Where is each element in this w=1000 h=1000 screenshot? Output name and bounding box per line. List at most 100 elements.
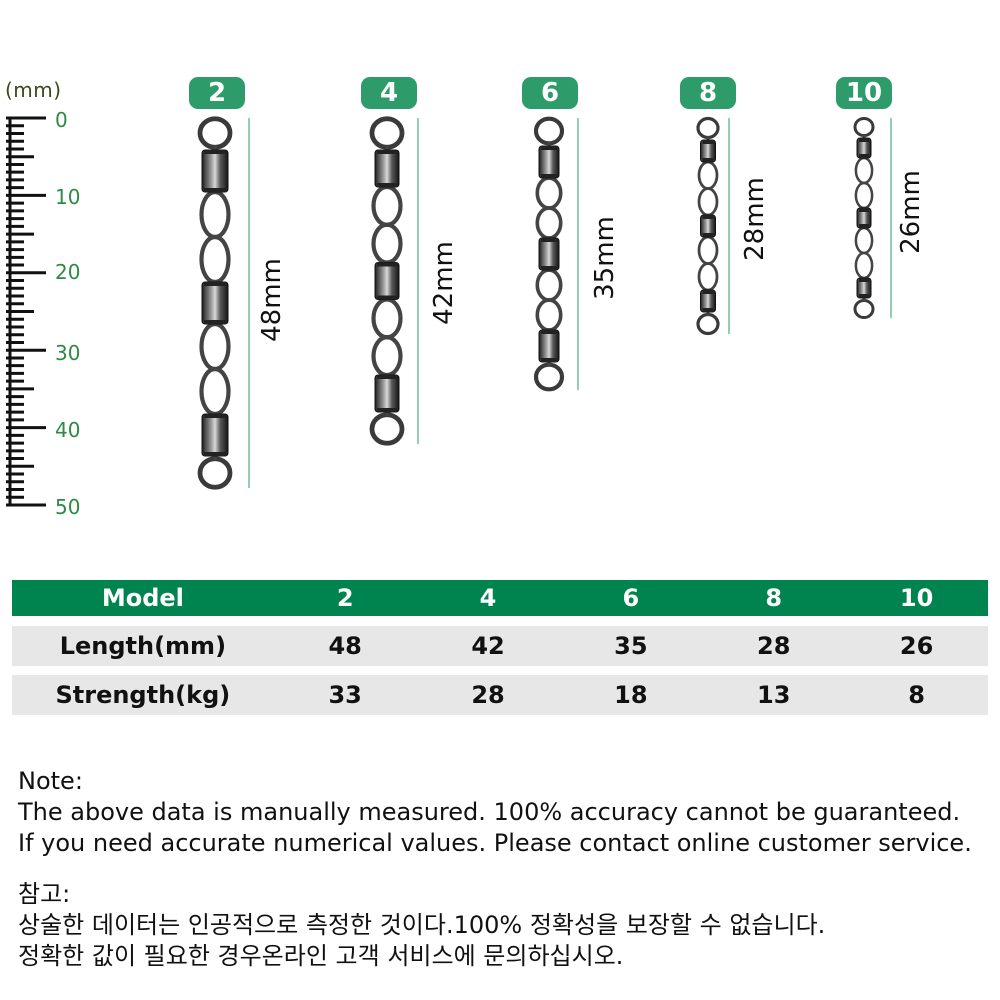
model-badge-2: 2 (189, 77, 245, 109)
barrel-cap (204, 452, 226, 456)
wire-link (854, 181, 874, 210)
eye-ring (533, 362, 565, 392)
barrel-cap (377, 183, 397, 187)
swivel-barrel (201, 149, 229, 193)
eye-ring (369, 116, 405, 150)
barrel-cap (859, 278, 869, 282)
barrel-cap (541, 146, 557, 150)
note-heading-ko: 참고: (18, 880, 71, 908)
table-cell: 48 (328, 632, 362, 660)
wire-link (854, 251, 874, 280)
table-cell: 33 (328, 681, 362, 709)
wire-link (371, 335, 403, 378)
swivel-drawings (197, 116, 892, 490)
barrel-cap (541, 266, 557, 270)
barrel-cap (541, 174, 557, 178)
wire-link (697, 187, 719, 217)
table-row-strength: Strength(kg) 33 28 18 13 8 (12, 675, 988, 715)
barrel-cap (377, 375, 397, 379)
barrel-cap (541, 238, 557, 242)
barrel-cap (702, 308, 714, 312)
barrel-cap (541, 330, 557, 334)
swivel-barrel (374, 262, 400, 300)
wire-link (199, 366, 231, 417)
barrel-cap (204, 150, 226, 154)
wire-link (854, 226, 874, 255)
barrel-cap (204, 188, 226, 192)
swivel-barrel (538, 329, 560, 363)
barrel-cap (541, 358, 557, 362)
barrel-cap (204, 414, 226, 418)
wire-link (697, 262, 719, 292)
table-cell: 13 (757, 681, 791, 709)
barrel-cap (204, 282, 226, 286)
wire-link (199, 321, 231, 372)
barrel-cap (377, 150, 397, 154)
swivel-barrel (374, 149, 400, 188)
eye-ring (696, 312, 720, 336)
barrel-cap (859, 224, 869, 228)
note-line-en: The above data is manually measured. 100… (18, 798, 961, 826)
wire-link (535, 206, 563, 240)
barrel-cap (377, 262, 397, 267)
barrel-cap (377, 295, 397, 300)
header-cell: 10 (899, 584, 934, 612)
ruler-unit-label: (mm) (5, 78, 62, 102)
wire-link (371, 222, 403, 265)
wire-link (199, 234, 231, 285)
eye-ring (197, 116, 233, 150)
ruler-label-50: 50 (55, 495, 81, 519)
barrel-cap (859, 294, 869, 298)
swivel-barrel (201, 413, 229, 457)
table-cell: 26 (899, 632, 934, 660)
swivel-barrel (538, 237, 560, 271)
barrel-cap (377, 408, 397, 412)
wire-link (697, 235, 719, 265)
eye-ring (533, 116, 565, 146)
eye-ring (853, 298, 875, 320)
note-line-ko: 정확한 값이 필요한 경우온라인 고객 서비스에 문의하십시오. (18, 942, 624, 970)
header-cell: 2 (336, 584, 354, 612)
barrel-cap (859, 208, 869, 212)
table-cell: 8 (908, 681, 925, 709)
note-line-en: If you need accurate numerical values. P… (18, 829, 972, 857)
length-label-6: 35mm (589, 216, 620, 300)
eye-ring (197, 456, 233, 490)
wire-link (535, 176, 563, 210)
ruler-label-10: 10 (55, 185, 81, 209)
barrel-cap (702, 158, 714, 162)
table-row-length: Length(mm) 48 42 35 28 26 (12, 626, 988, 666)
barrel-cap (702, 290, 714, 294)
table-cell: 18 (614, 681, 648, 709)
barrel-cap (702, 140, 714, 144)
notes-section: Note: The above data is manually measure… (18, 766, 988, 972)
swivel-figures: 2 4 6 8 10 48mm 42mm 35mm 28mm 26mm (189, 77, 926, 490)
eye-ring (696, 116, 720, 140)
wire-link (854, 156, 874, 185)
wire-link (371, 184, 403, 227)
header-cell: 4 (479, 584, 497, 612)
notes-spacer (18, 859, 988, 879)
ruler-label-30: 30 (55, 341, 81, 365)
ruler-label-20: 20 (55, 260, 81, 284)
ruler-label-0: 0 (55, 108, 68, 132)
barrel-cap (702, 215, 714, 219)
model-badge-6: 6 (522, 77, 578, 109)
note-heading-en: Note: (18, 767, 83, 795)
model-badge-10: 10 (836, 77, 892, 109)
note-line-ko: 상술한 데이터는 인공적으로 측정한 것이다.100% 정확성을 보장할 수 없… (18, 911, 826, 939)
swivel-barrel (538, 145, 560, 179)
swivel-barrel (201, 281, 229, 325)
ruler-label-40: 40 (55, 418, 81, 442)
length-label-8: 28mm (739, 177, 770, 261)
model-badge-8: 8 (680, 77, 736, 109)
header-cell: 6 (622, 584, 640, 612)
barrel-cap (702, 233, 714, 237)
swivel-barrel (374, 374, 400, 413)
wire-link (535, 298, 563, 332)
wire-link (697, 160, 719, 190)
header-cell: 8 (765, 584, 783, 612)
table-cell: 28 (757, 632, 791, 660)
row-label: Strength(kg) (55, 681, 231, 709)
